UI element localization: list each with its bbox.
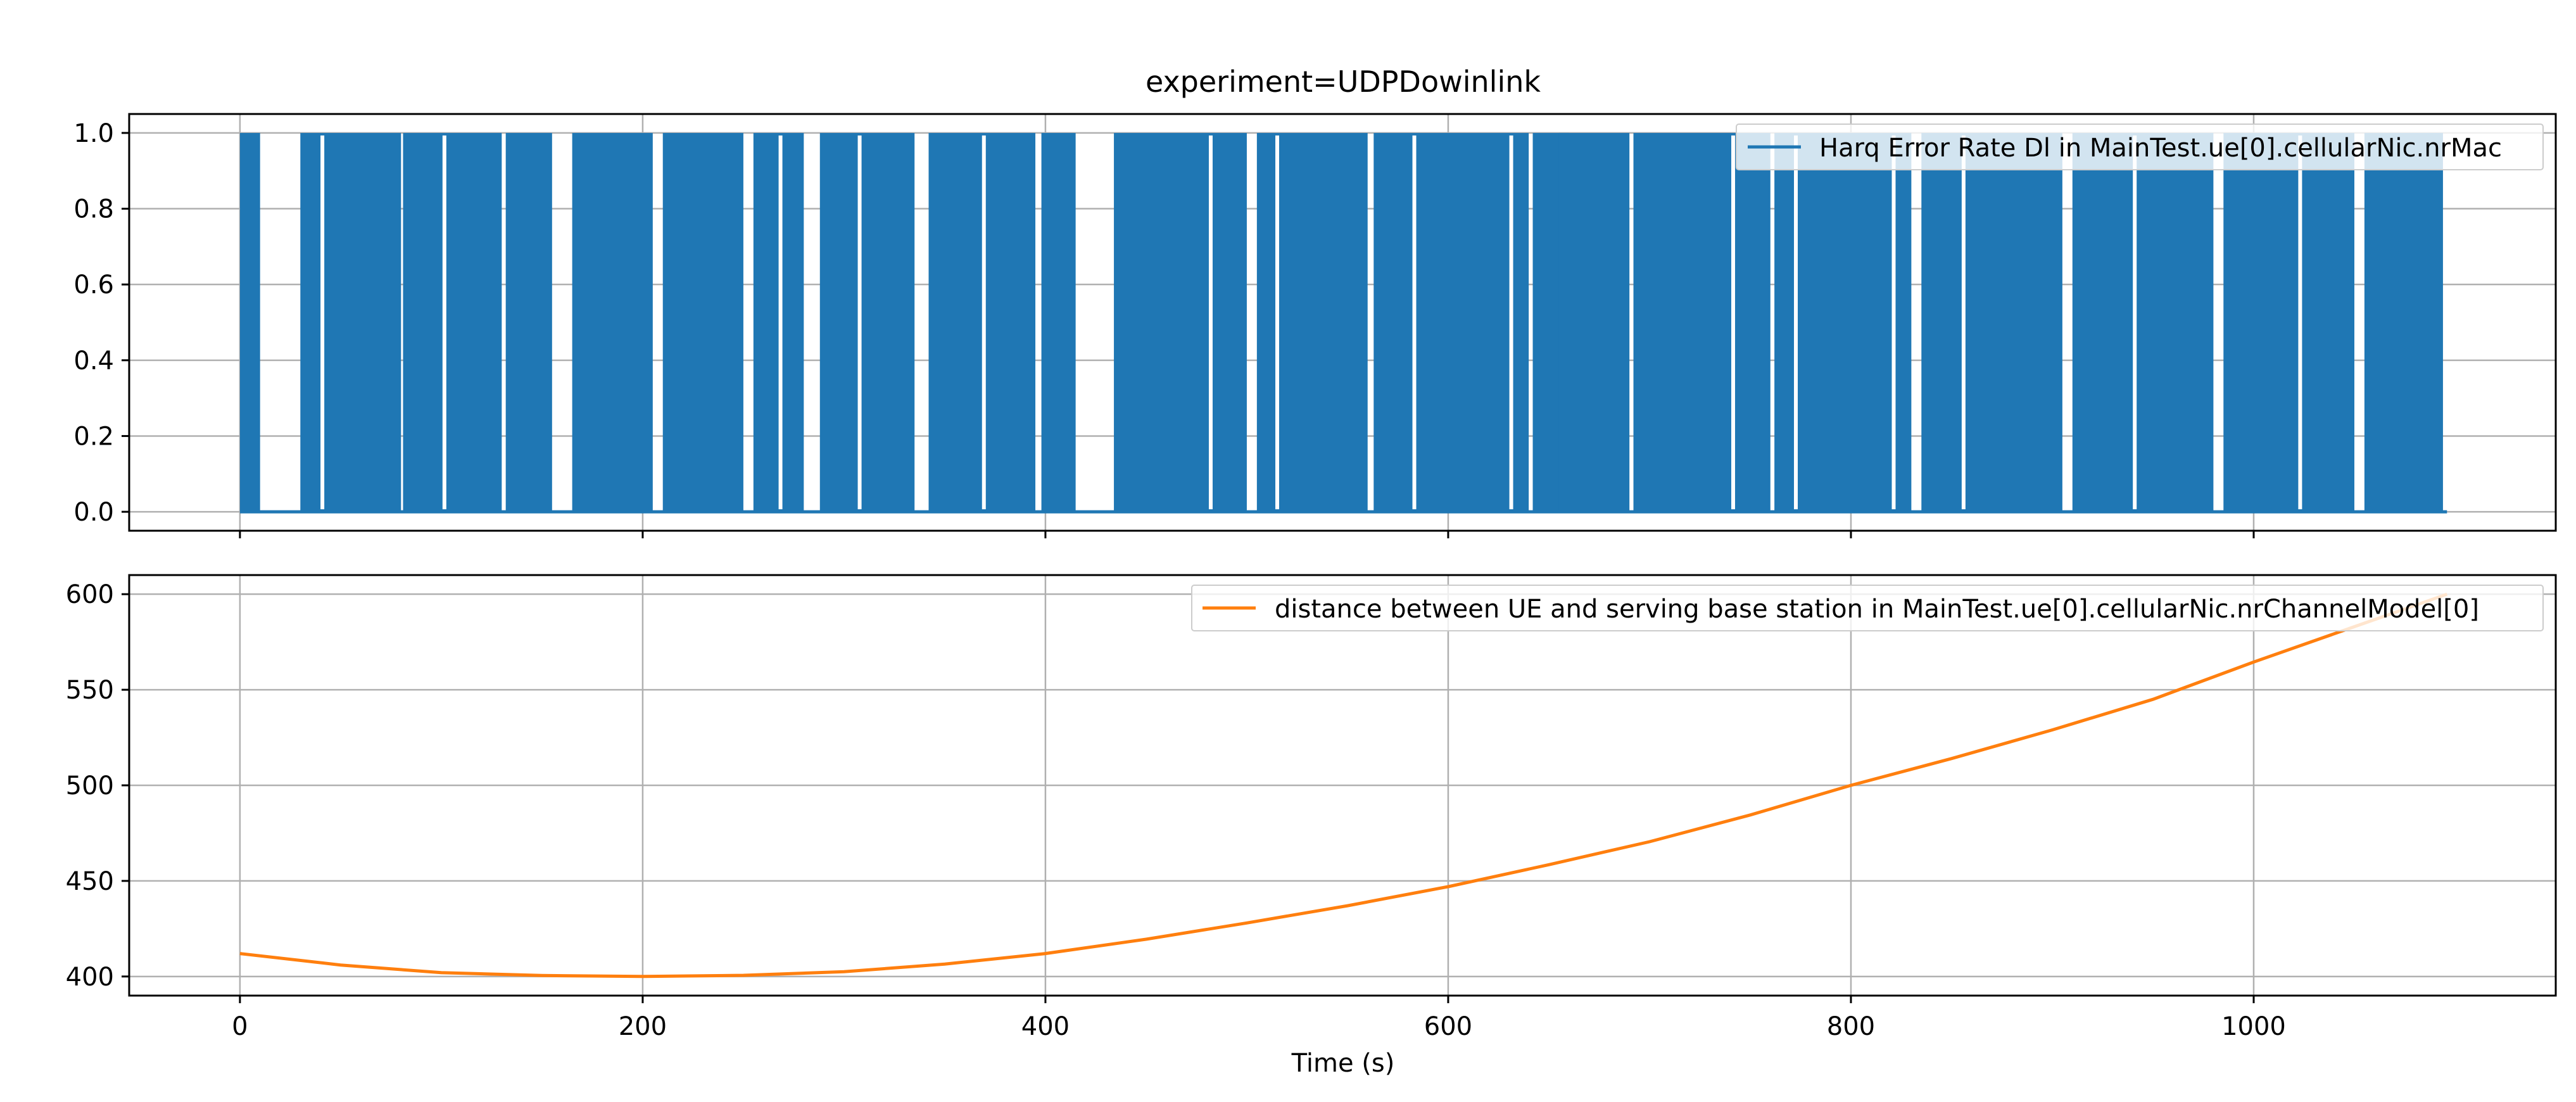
legend: distance between UE and serving base sta… xyxy=(1191,585,2544,631)
y-axis-ticks: 400 450 500 550 600 xyxy=(66,580,129,992)
harq-error-block xyxy=(2364,132,2443,512)
y-tick-label: 0.4 xyxy=(73,346,114,376)
harq-gap xyxy=(2133,135,2137,510)
x-tick-label: 600 xyxy=(1424,1012,1472,1041)
y-tick-label: 450 xyxy=(66,867,114,896)
harq-gap xyxy=(1961,135,1966,510)
y-tick-label: 0.0 xyxy=(73,498,114,527)
harq-error-block xyxy=(819,132,915,512)
plot-frame xyxy=(128,113,2557,532)
harq-error-rate-panel: 0.0 0.2 0.4 0.6 0.8 1.0 Harq Error Rate Dl in… xyxy=(73,113,2557,538)
x-axis-ticks xyxy=(239,531,2255,538)
harq-gap xyxy=(1794,135,1798,510)
legend-label: Harq Error Rate Dl in MainTest.ue[0].cel… xyxy=(1819,134,2502,163)
y-tick-label: 400 xyxy=(66,963,114,992)
harq-error-block xyxy=(505,132,552,512)
harq-error-block xyxy=(1114,132,1247,512)
harq-gap xyxy=(1275,135,1279,510)
harq-error-block xyxy=(662,132,743,512)
harq-error-block xyxy=(753,132,804,512)
harq-error-block xyxy=(1921,132,2062,512)
harq-gap xyxy=(778,135,783,510)
y-tick-label: 0.8 xyxy=(73,195,114,224)
distance-series-line xyxy=(239,592,2448,978)
harq-error-block xyxy=(300,132,401,512)
y-tick-label: 0.6 xyxy=(73,270,114,300)
chart-title: experiment=UDPDowinlink xyxy=(1146,65,1541,99)
harq-gap xyxy=(1412,135,1417,510)
x-tick-label: 1000 xyxy=(2221,1012,2286,1041)
harq-error-block xyxy=(239,132,260,512)
legend: Harq Error Rate Dl in MainTest.ue[0].cel… xyxy=(1736,124,2544,170)
harq-error-block xyxy=(2072,132,2214,512)
x-tick-label: 200 xyxy=(619,1012,667,1041)
harq-error-block xyxy=(1041,132,1076,512)
harq-gap xyxy=(1208,135,1213,510)
harq-gap xyxy=(1509,135,1513,510)
harq-gap xyxy=(857,135,862,510)
harq-gap xyxy=(1731,135,1735,510)
x-axis-ticks: 0 200 400 600 800 1000 xyxy=(232,996,2286,1041)
y-tick-label: 550 xyxy=(66,676,114,705)
harq-error-block xyxy=(1373,132,1529,512)
harq-gap xyxy=(1891,135,1896,510)
x-tick-label: 800 xyxy=(1827,1012,1875,1041)
y-tick-label: 600 xyxy=(66,580,114,609)
harq-series-line xyxy=(239,132,2443,512)
harq-gap xyxy=(982,135,986,510)
harq-error-block xyxy=(403,132,502,512)
distance-panel: 400 450 500 550 600 0 200 400 600 800 1000 distan… xyxy=(66,574,2557,1041)
harq-error-block xyxy=(572,132,653,512)
y-tick-label: 500 xyxy=(66,771,114,801)
y-tick-label: 0.2 xyxy=(73,422,114,451)
y-axis-ticks: 0.0 0.2 0.4 0.6 0.8 1.0 xyxy=(73,119,129,527)
legend-label: distance between UE and serving base sta… xyxy=(1275,595,2479,624)
harq-error-block xyxy=(1558,132,1630,512)
harq-error-block xyxy=(2223,132,2354,512)
harq-error-block xyxy=(1633,132,1771,512)
harq-error-block xyxy=(1256,132,1368,512)
y-tick-label: 1.0 xyxy=(73,119,114,148)
harq-gap xyxy=(442,135,446,510)
harq-gap xyxy=(2298,135,2302,510)
x-tick-label: 400 xyxy=(1021,1012,1070,1041)
x-axis-label: Time (s) xyxy=(1291,1049,1395,1078)
x-tick-label: 0 xyxy=(232,1012,248,1041)
harq-gap xyxy=(320,135,325,510)
